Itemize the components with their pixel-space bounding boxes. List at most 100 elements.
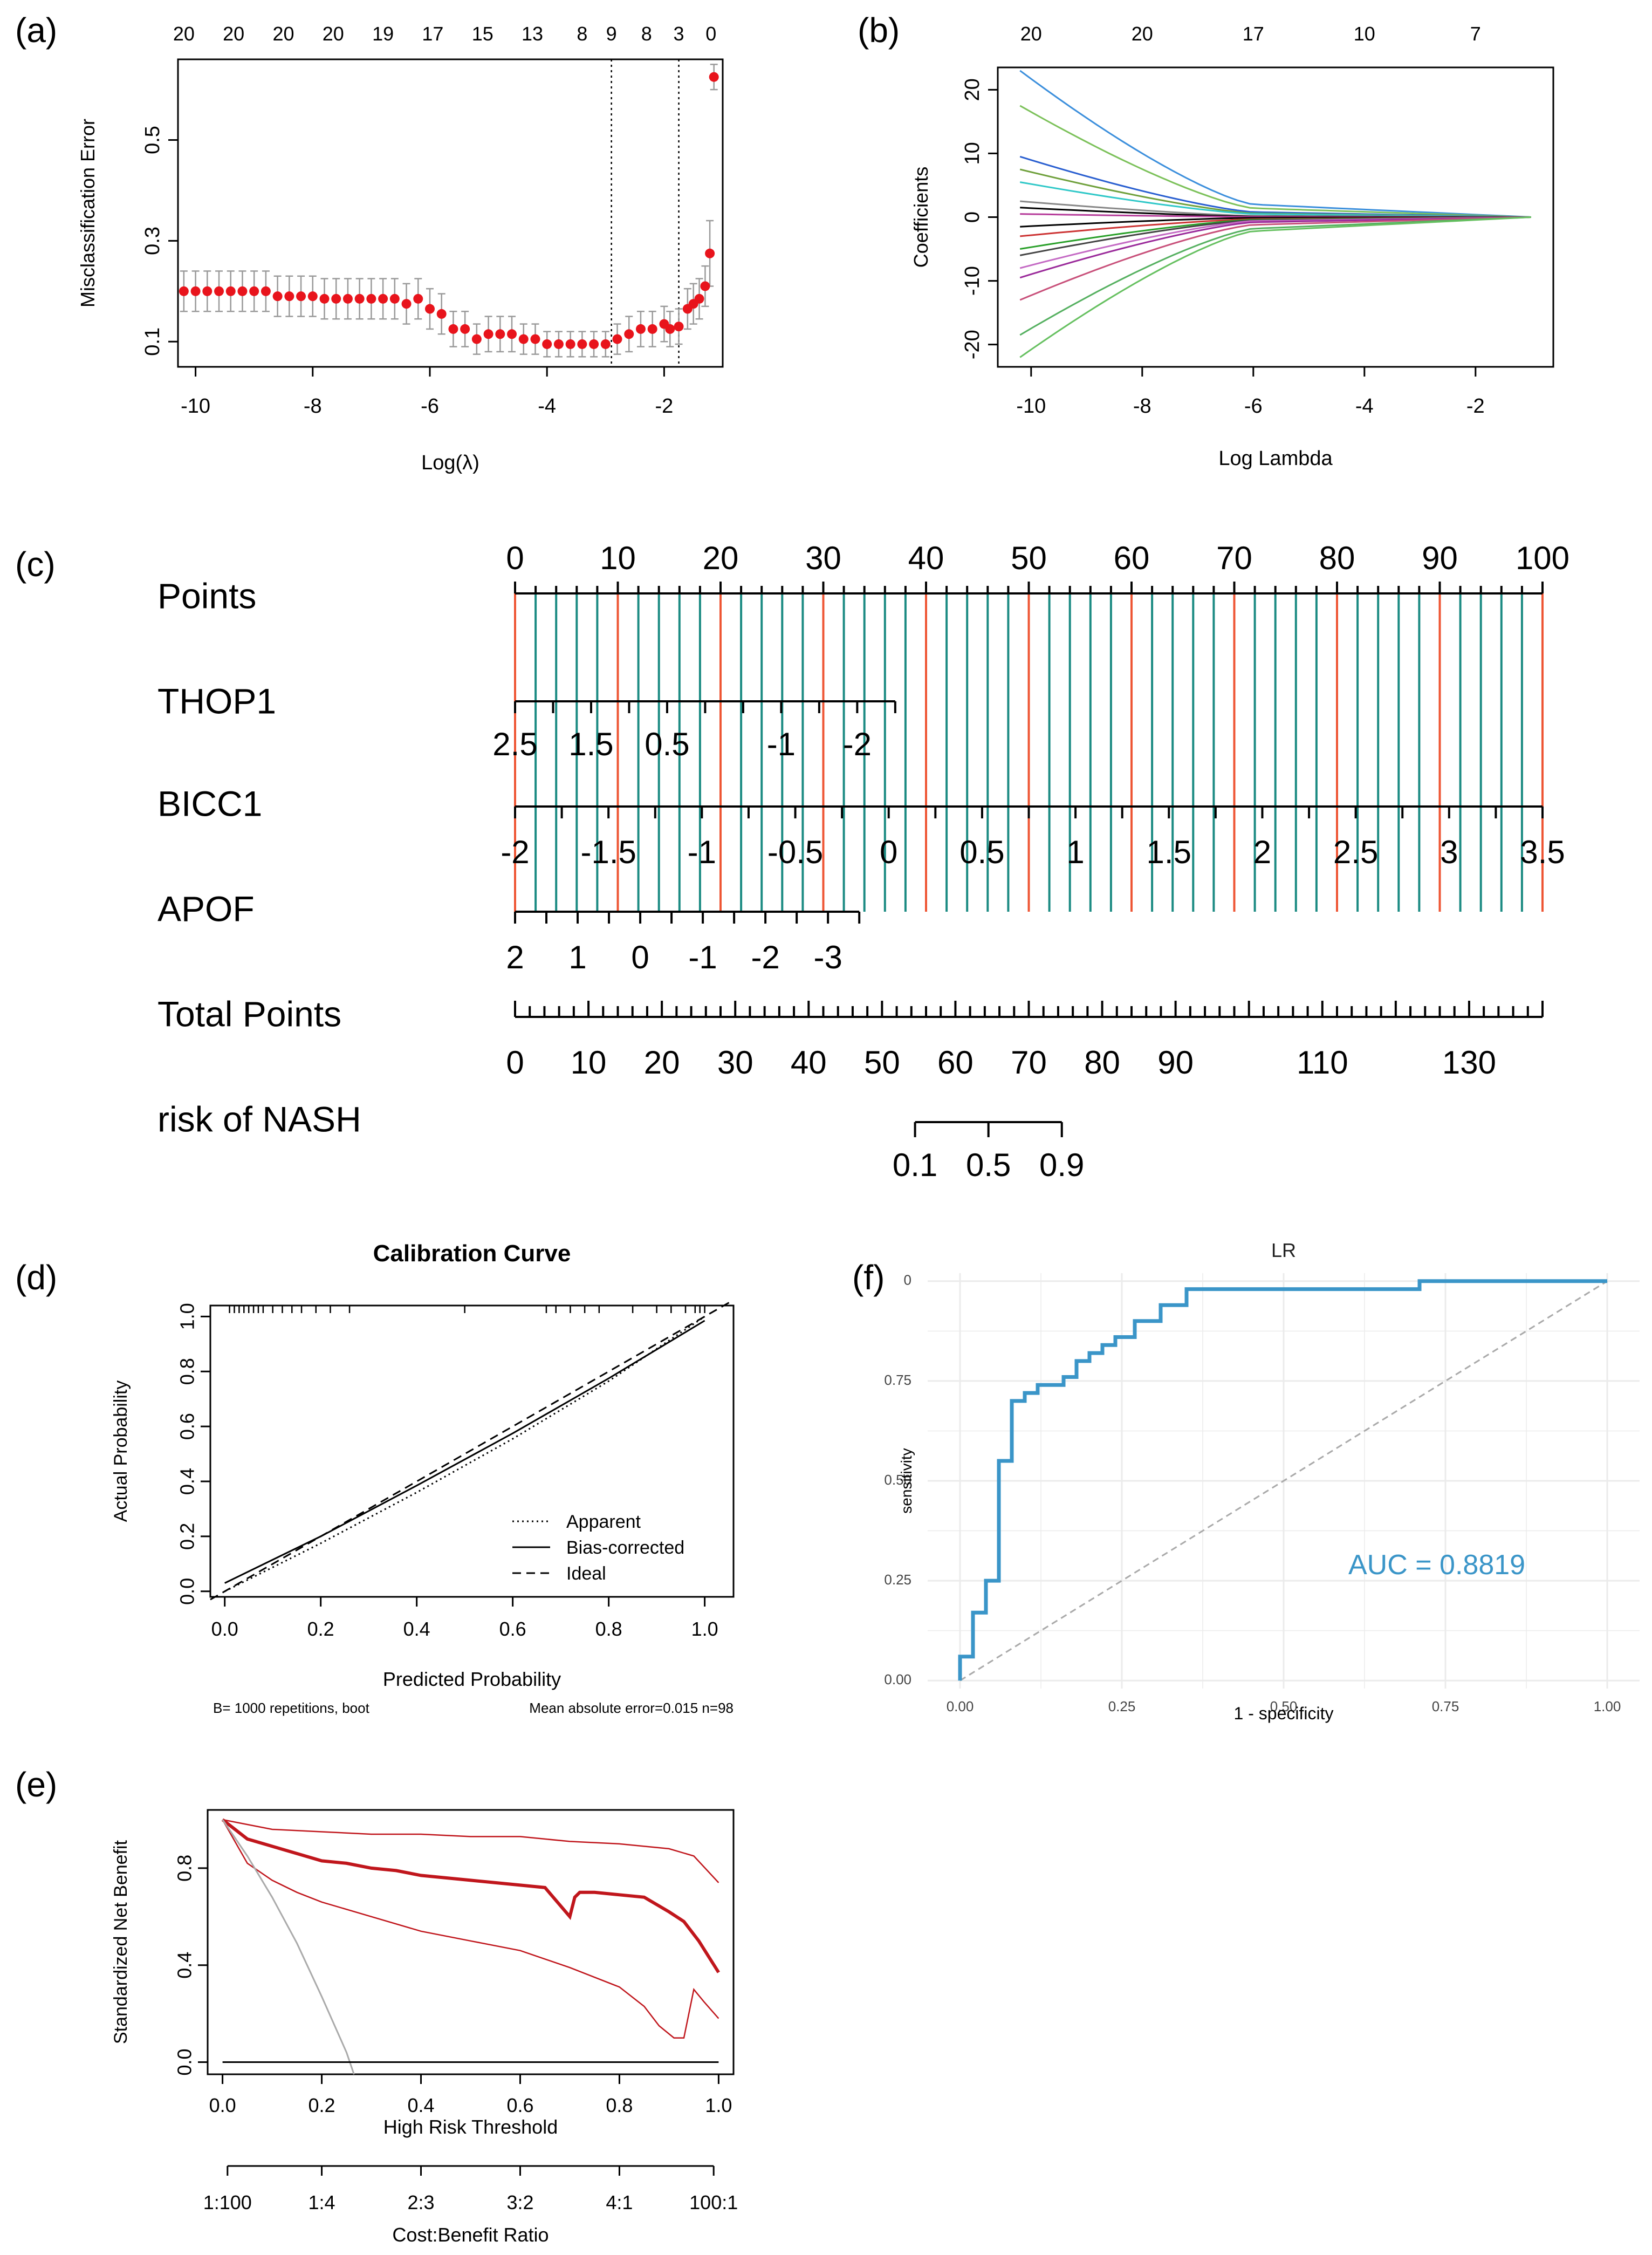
cost-benefit-tick-label: 3:2 bbox=[506, 2191, 533, 2213]
x-tick-label: 0.4 bbox=[407, 2094, 434, 2116]
x-tick-label: 0.25 bbox=[1108, 1698, 1136, 1714]
y-tick-label: 0.8 bbox=[174, 1855, 196, 1882]
net-benefit-lower bbox=[222, 1819, 719, 2039]
total-points-tick-label: 30 bbox=[717, 1044, 753, 1081]
thop1-tick-label: 1.5 bbox=[568, 726, 613, 762]
footnote-right: Mean absolute error=0.015 n=98 bbox=[529, 1700, 734, 1716]
cv-point bbox=[674, 322, 684, 332]
x-tick-label: -4 bbox=[538, 395, 556, 418]
cost-benefit-tick-label: 1:4 bbox=[309, 2191, 335, 2213]
top-count-label: 19 bbox=[372, 23, 394, 45]
x-tick-label: 0.50 bbox=[1270, 1698, 1298, 1714]
chance-diagonal bbox=[959, 1280, 1608, 1682]
y-axis-label: Misclassification Error bbox=[77, 119, 99, 308]
top-count-label: 20 bbox=[323, 23, 344, 45]
points-tick-label: 0 bbox=[506, 540, 524, 576]
x-tick-label: -10 bbox=[181, 395, 210, 418]
y-tick-label: 0.0 bbox=[174, 2048, 196, 2075]
row-label-thop1: THOP1 bbox=[157, 681, 276, 721]
cv-point bbox=[342, 293, 353, 304]
cv-point bbox=[261, 286, 271, 296]
x-tick-label: 0.8 bbox=[595, 1618, 622, 1640]
points-tick-label: 20 bbox=[703, 540, 739, 576]
y-tick-label: 10 bbox=[961, 142, 984, 165]
y-tick-label: 0.50 bbox=[884, 1472, 911, 1488]
y-tick-label: 0 bbox=[904, 1272, 911, 1288]
x-tick-label: -2 bbox=[655, 395, 673, 418]
plot-frame bbox=[207, 1809, 735, 2075]
cv-point bbox=[214, 286, 224, 296]
net-benefit-model bbox=[221, 1818, 720, 1973]
points-tick-label: 100 bbox=[1516, 540, 1569, 576]
risk-tick-label: 0.5 bbox=[966, 1147, 1011, 1183]
cost-benefit-tick-label: 4:1 bbox=[606, 2191, 633, 2213]
apof-tick-label: 1 bbox=[568, 939, 586, 975]
total-points-tick-label: 70 bbox=[1011, 1044, 1047, 1081]
net-benefit-treat-all bbox=[222, 1819, 355, 2075]
bicc1-tick-label: -2 bbox=[501, 834, 529, 870]
top-count-label: 8 bbox=[641, 23, 652, 45]
cv-point bbox=[378, 293, 388, 304]
x-tick-label: -2 bbox=[1466, 395, 1485, 418]
cv-point bbox=[647, 324, 657, 334]
cv-point bbox=[436, 309, 447, 319]
calibration-line-solid bbox=[224, 1320, 705, 1584]
cv-point bbox=[665, 324, 675, 334]
cv-point bbox=[507, 329, 517, 339]
risk-tick-label: 0.1 bbox=[893, 1147, 937, 1183]
panel-label-b: (b) bbox=[858, 11, 900, 50]
bicc1-tick-label: 1.5 bbox=[1147, 834, 1191, 870]
top-count-label: 20 bbox=[272, 23, 294, 45]
x-tick-label: 0.6 bbox=[499, 1618, 526, 1640]
auc-label: AUC = 0.8819 bbox=[1348, 1549, 1525, 1581]
top-count-label: 17 bbox=[1243, 23, 1264, 45]
y-axis-label: Coefficients bbox=[910, 167, 932, 268]
top-count-label: 8 bbox=[577, 23, 587, 45]
cv-point bbox=[635, 324, 646, 334]
cost-benefit-tick-label: 100:1 bbox=[689, 2191, 738, 2213]
y-tick-label: 0.4 bbox=[176, 1468, 198, 1495]
cv-point bbox=[530, 334, 540, 344]
points-tick-label: 70 bbox=[1216, 540, 1252, 576]
risk-tick-label: 0.9 bbox=[1039, 1147, 1084, 1183]
total-points-tick-label: 90 bbox=[1157, 1044, 1194, 1081]
panel-f-roc: LR 0.00 0.25 0.50 0.75 1.00 0.00 0.25 0.50 0.75 0 1… bbox=[884, 1239, 1640, 1723]
bicc1-tick-label: 3.5 bbox=[1520, 834, 1565, 870]
legend-label-dashed: Ideal bbox=[566, 1563, 606, 1584]
x-tick-label: 1.00 bbox=[1594, 1698, 1621, 1714]
cv-point bbox=[296, 291, 306, 302]
y-tick-label: 0.8 bbox=[176, 1358, 198, 1385]
total-points-tick-label: 80 bbox=[1084, 1044, 1120, 1081]
row-label-total: Total Points bbox=[157, 994, 341, 1034]
bicc1-tick-label: 1 bbox=[1066, 834, 1084, 870]
cv-point bbox=[542, 339, 552, 349]
y-tick-label: 0.6 bbox=[176, 1413, 198, 1440]
x-tick-label: -8 bbox=[1133, 395, 1151, 418]
total-points-tick-label: 60 bbox=[937, 1044, 974, 1081]
y-axis-label: sensitivity bbox=[898, 1448, 915, 1513]
x-tick-label: 0.4 bbox=[403, 1618, 430, 1640]
points-tick-label: 60 bbox=[1114, 540, 1150, 576]
x-tick-label: 0.0 bbox=[209, 2094, 236, 2116]
plot-frame bbox=[177, 58, 724, 368]
chart-title: Calibration Curve bbox=[373, 1240, 571, 1267]
coef-path-c17 bbox=[1019, 216, 1531, 358]
thop1-tick-label: -1 bbox=[767, 726, 796, 762]
cv-point bbox=[424, 304, 435, 314]
cv-point bbox=[624, 329, 634, 339]
cv-point bbox=[460, 324, 470, 334]
x-tick-label: 1.0 bbox=[691, 1618, 718, 1640]
cv-point bbox=[483, 329, 493, 339]
top-count-label: 10 bbox=[1354, 23, 1375, 45]
net-benefit-upper bbox=[222, 1819, 719, 1883]
cv-point bbox=[319, 293, 330, 304]
cv-point bbox=[307, 291, 318, 302]
bicc1-tick-label: 0 bbox=[880, 834, 897, 870]
y-tick-label: 0 bbox=[961, 211, 984, 223]
row-label-apof: APOF bbox=[157, 889, 255, 928]
y-tick-label: 0.2 bbox=[176, 1523, 198, 1550]
bicc1-tick-label: -1 bbox=[688, 834, 716, 870]
y-tick-label: 0.1 bbox=[141, 327, 164, 356]
points-tick-label: 50 bbox=[1011, 540, 1047, 576]
total-points-tick-label: 50 bbox=[864, 1044, 900, 1081]
